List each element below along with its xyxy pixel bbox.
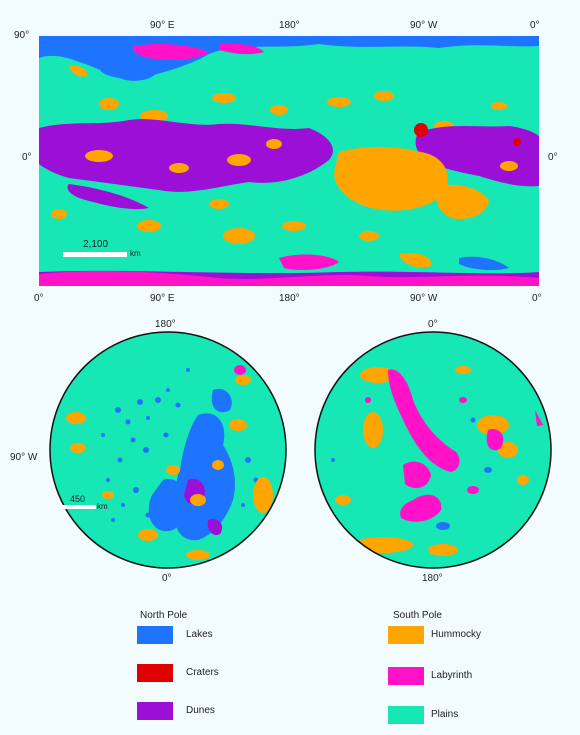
- global-scale-unit: km: [130, 249, 141, 258]
- south-labyrinth-lower: [400, 494, 442, 522]
- legend-label-hummocky: Hummocky: [431, 629, 482, 640]
- south-labyrinth-center: [403, 461, 431, 489]
- north-small-lakes: [101, 368, 259, 522]
- south-pole-canvas: [314, 331, 552, 569]
- crater-small: [513, 138, 521, 146]
- global-bottom-tick-90w: 90° W: [410, 293, 438, 304]
- north-pole-canvas: [49, 331, 287, 569]
- legend-south-title: South Pole: [393, 610, 442, 621]
- north-scale-unit: km: [97, 502, 108, 511]
- legend-swatch-plains: [388, 706, 424, 724]
- north-scale-bar: [60, 505, 96, 509]
- north-pole-map: 450 km: [48, 330, 288, 570]
- global-top-tick-180: 180°: [279, 20, 300, 31]
- global-bottom-tick-0-left: 0°: [34, 293, 44, 304]
- dunes-belt-east: [415, 126, 539, 187]
- legend-swatch-lakes: [137, 626, 173, 644]
- north-left-label: 90° W: [10, 452, 38, 463]
- south-top-label: 0°: [428, 319, 438, 330]
- global-scale-value: 2,100: [83, 239, 109, 250]
- global-map: 2,100 km: [39, 36, 539, 286]
- south-lakes: [331, 417, 492, 530]
- legend-swatch-dunes: [137, 702, 173, 720]
- global-top-tick-90e: 90° E: [150, 20, 175, 31]
- south-pole-map: [313, 330, 553, 570]
- south-labyrinth-small: [365, 397, 479, 494]
- north-labyrinth-patch: [133, 44, 209, 60]
- north-labyrinth-patch-2: [219, 43, 264, 55]
- hummocky-speckles-equator: [51, 139, 518, 244]
- north-top-label: 180°: [155, 319, 176, 330]
- north-pole-outline: [49, 331, 287, 569]
- global-map-canvas: [39, 36, 539, 286]
- hummocky-central: [334, 146, 448, 211]
- legend-north-title: North Pole: [140, 610, 188, 621]
- north-lake-ligeia: [175, 413, 235, 541]
- global-left-tick-90: 90°: [14, 30, 30, 41]
- global-left-tick-0: 0°: [22, 152, 32, 163]
- south-hummocky-patch: [399, 252, 432, 268]
- north-hummocky: [66, 375, 273, 560]
- north-lakes-patch: [98, 59, 159, 81]
- north-dunes-patch-2: [207, 519, 223, 536]
- dunes-belt-west: [39, 119, 333, 192]
- north-scale-value: 450: [70, 494, 86, 504]
- south-labyrinth-tip: [535, 410, 543, 426]
- global-right-tick-0: 0°: [548, 152, 558, 163]
- legend-swatch-craters: [137, 664, 173, 682]
- global-scale-bar: [63, 252, 127, 257]
- south-bottom-label: 180°: [422, 573, 443, 584]
- north-hummocky-patch: [69, 65, 88, 77]
- legend-label-craters: Craters: [186, 667, 219, 678]
- global-top-tick-90w: 90° W: [410, 20, 438, 31]
- north-labyrinth-patch: [234, 365, 246, 375]
- legend-label-labyrinth: Labyrinth: [431, 670, 473, 681]
- global-bottom-tick-0-right: 0°: [532, 293, 542, 304]
- south-labyrinth-east: [486, 429, 504, 451]
- dunes-streaks: [67, 184, 149, 210]
- south-labyrinth-main: [388, 369, 460, 472]
- north-bottom-label: 0°: [162, 573, 172, 584]
- north-lake-punga: [211, 388, 232, 413]
- north-lake-kraken: [148, 479, 187, 532]
- south-labyrinth-band: [39, 271, 539, 286]
- south-labyrinth-patch: [279, 254, 339, 270]
- legend-label-dunes: Dunes: [186, 705, 215, 716]
- global-bottom-tick-90e: 90° E: [150, 293, 175, 304]
- south-pole-outline: [314, 331, 552, 569]
- global-top-tick-0: 0°: [530, 20, 540, 31]
- crater-menrva: [414, 123, 428, 137]
- legend-label-plains: Plains: [431, 709, 459, 720]
- south-lakes-patch: [459, 256, 509, 271]
- legend-label-lakes: Lakes: [186, 629, 213, 640]
- legend-swatch-hummocky: [388, 626, 424, 644]
- global-bottom-tick-180: 180°: [279, 293, 300, 304]
- hummocky-east: [436, 184, 489, 220]
- legend-swatch-labyrinth: [388, 667, 424, 685]
